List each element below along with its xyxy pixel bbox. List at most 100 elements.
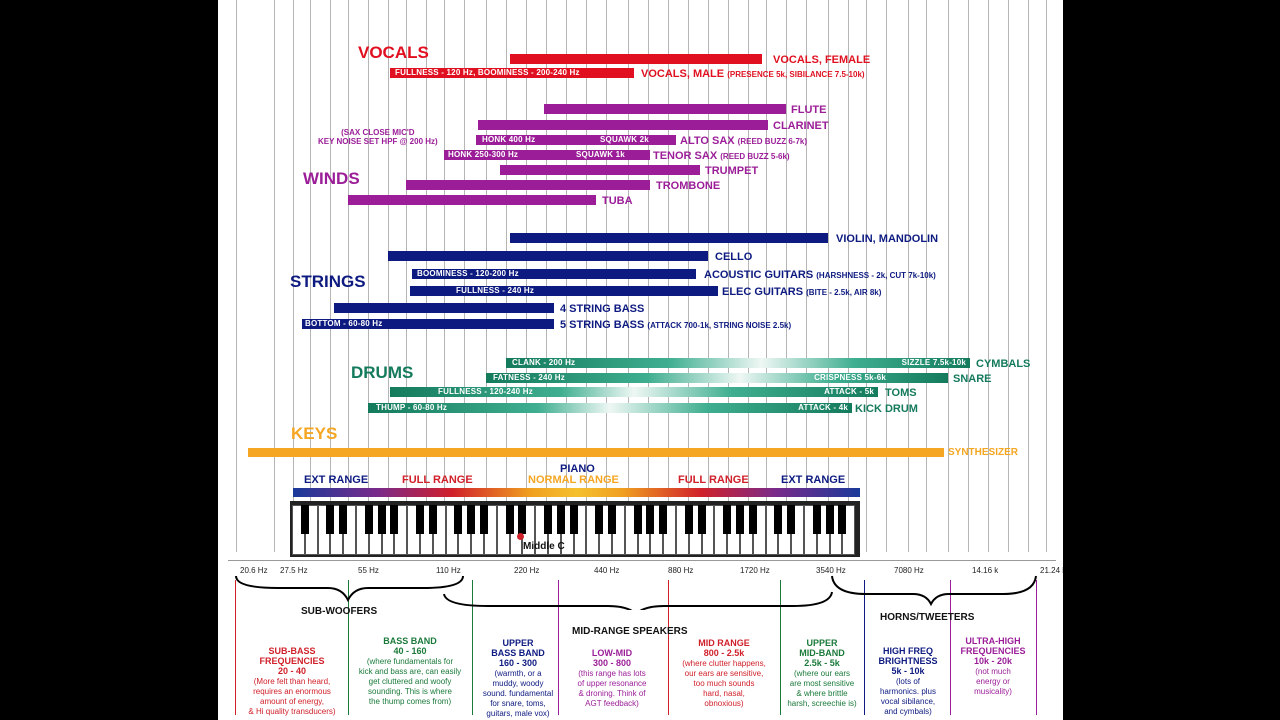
- label-bass5-name: 5 STRING BASS: [560, 319, 645, 331]
- label-synthesizer: SYNTHESIZER: [948, 447, 1019, 458]
- label-acoustic-note: (HARSHNESS - 2k, CUT 7k-10k): [816, 271, 936, 280]
- bar-4-string-bass: [334, 303, 554, 313]
- band-description: (where clutter happens, our ears are sen…: [682, 659, 766, 708]
- bar-vocals-male-text: FULLNESS - 120 Hz, BOOMINESS - 200-240 H…: [395, 68, 580, 77]
- frequency-label: 3540 Hz: [816, 566, 846, 575]
- kick-bar-right: ATTACK - 4k: [798, 403, 848, 412]
- snare-bar-left: FATNESS - 240 Hz: [493, 373, 565, 382]
- label-tuba: TUBA: [602, 195, 633, 207]
- gridline: [368, 0, 369, 552]
- frequency-band: MID RANGE 800 - 2.5k (where clutter happe…: [664, 638, 784, 709]
- piano-black-key: [646, 505, 655, 534]
- label-vocals-male-name: VOCALS, MALE: [641, 68, 725, 80]
- band-description: (More felt than heard, requires an enorm…: [248, 677, 336, 716]
- toms-bar-right: ATTACK - 5k: [824, 387, 874, 396]
- label-tenor-sax-note: (REED BUZZ 5-6k): [720, 152, 790, 161]
- label-tenor-sax-name: TENOR SAX: [653, 150, 718, 162]
- middle-c-dot: [517, 533, 524, 540]
- piano-black-key: [812, 505, 821, 534]
- label-vocals-female: VOCALS, FEMALE: [773, 54, 871, 66]
- piano-black-key: [518, 505, 527, 534]
- gridline: [948, 0, 949, 552]
- gridline: [848, 0, 849, 552]
- band-title: ULTRA-HIGH FREQUENCIES 10k - 20k: [960, 636, 1026, 666]
- gridline: [806, 0, 807, 552]
- bar-tenor-sax: HONK 250-300 Hz SQUAWK 1k: [444, 150, 650, 160]
- section-vocals-title: VOCALS: [358, 43, 429, 62]
- cymbals-bar-right: SIZZLE 7.5k-10k: [901, 358, 966, 367]
- alto-squawk-text: SQUAWK 2k: [600, 135, 649, 144]
- label-5-string-bass: 5 STRING BASS (ATTACK 700-1k, STRING NOI…: [560, 319, 791, 332]
- piano-black-key: [454, 505, 463, 534]
- label-cymbals: CYMBALS: [976, 358, 1031, 370]
- tenor-squawk-text: SQUAWK 1k: [576, 150, 625, 159]
- label-snare: SNARE: [953, 373, 992, 385]
- gridline: [728, 0, 729, 552]
- label-vocals-male: VOCALS, MALE (PRESENCE 5k, SIBILANCE 7.5…: [641, 68, 865, 81]
- gridline: [766, 0, 767, 552]
- bar-trumpet: [500, 165, 700, 175]
- piano-black-key: [569, 505, 578, 534]
- label-cello: CELLO: [715, 251, 753, 263]
- frequency-band: LOW-MID 300 - 800 (this range has lots of…: [552, 648, 672, 709]
- piano-black-key: [364, 505, 373, 534]
- label-flute: FLUTE: [791, 104, 827, 116]
- gridline: [293, 0, 294, 552]
- piano-black-key: [544, 505, 552, 534]
- label-vocals-male-note: (PRESENCE 5k, SIBILANCE 7.5-10k): [727, 70, 865, 79]
- piano-black-key: [416, 505, 424, 534]
- label-alto-sax-name: ALTO SAX: [680, 135, 735, 147]
- band-title: BASS BAND 40 - 160: [383, 636, 437, 656]
- frequency-label: 880 Hz: [668, 566, 694, 575]
- piano-black-key: [697, 505, 706, 534]
- snare-bar-right: CRISPNESS 5k-6k: [814, 373, 886, 382]
- piano-black-key: [339, 505, 348, 534]
- sax-note: (SAX CLOSE MIC'D KEY NOISE SET HPF @ 200…: [318, 128, 438, 146]
- band-description: (where fundamentals for kick and bass ar…: [358, 657, 462, 706]
- frequency-label: 220 Hz: [514, 566, 540, 575]
- bar-acoustic-guitars: BOOMINESS - 120-200 Hz: [412, 269, 696, 279]
- piano-black-key: [748, 505, 757, 534]
- band-divider: [235, 580, 236, 715]
- gridline: [968, 0, 969, 552]
- section-keys-title: KEYS: [291, 424, 338, 443]
- bar-snare: FATNESS - 240 Hz CRISPNESS 5k-6k: [486, 373, 948, 383]
- band-divider: [1036, 580, 1037, 715]
- piano-black-key: [608, 505, 616, 534]
- label-elec-guitars: ELEC GUITARS (BITE - 2.5k, AIR 8k): [722, 286, 881, 299]
- gridline: [406, 0, 407, 552]
- label-clarinet: CLARINET: [773, 120, 829, 132]
- bar-5-string-bass: BOTTOM - 60-80 Hz: [302, 319, 554, 329]
- label-acoustic-guitars: ACOUSTIC GUITARS (HARSHNESS - 2k, CUT 7k…: [704, 269, 936, 282]
- bar-toms: FULLNESS - 120-240 Hz ATTACK - 5k: [390, 387, 878, 397]
- label-trumpet: TRUMPET: [705, 165, 759, 177]
- frequency-chart: VOCALS VOCALS, FEMALE FULLNESS - 120 Hz,…: [218, 0, 1063, 720]
- piano-black-key: [659, 505, 668, 534]
- label-bass5-note: (ATTACK 700-1k, STRING NOISE 2.5k): [647, 321, 792, 330]
- frequency-axis-line: [228, 560, 1056, 561]
- piano-black-key: [556, 505, 565, 534]
- gridline: [708, 0, 709, 552]
- section-strings-title: STRINGS: [290, 272, 366, 291]
- cymbals-bar-left: CLANK - 200 Hz: [512, 358, 576, 367]
- bar-vocals-female: [510, 54, 762, 64]
- frequency-label: 440 Hz: [594, 566, 620, 575]
- bass5-bar-text: BOTTOM - 60-80 Hz: [305, 319, 383, 328]
- frequency-band: HIGH FREQ BRIGHTNESS 5k - 10k (lots of ha…: [848, 646, 968, 717]
- band-title: UPPER MID-BAND 2.5k - 5k: [799, 638, 845, 668]
- gridline: [908, 0, 909, 552]
- gridline: [926, 0, 927, 552]
- gridline: [348, 0, 349, 552]
- bar-trombone: [406, 180, 650, 190]
- toms-bar-left: FULLNESS - 120-240 Hz: [438, 387, 533, 396]
- band-title: SUB-BASS FREQUENCIES 20 - 40: [259, 646, 325, 676]
- band-title: LOW-MID 300 - 800: [591, 648, 633, 668]
- piano-black-key: [736, 505, 744, 534]
- band-divider: [472, 580, 473, 715]
- bar-tuba: [348, 195, 596, 205]
- gridline: [274, 0, 275, 552]
- kick-bar-left: THUMP - 60-80 Hz: [376, 403, 448, 412]
- frequency-band: UPPER BASS BAND 160 - 300 (warmth, or a m…: [458, 638, 578, 719]
- piano-black-key: [684, 505, 693, 534]
- alto-honk-text: HONK 400 Hz: [482, 135, 536, 144]
